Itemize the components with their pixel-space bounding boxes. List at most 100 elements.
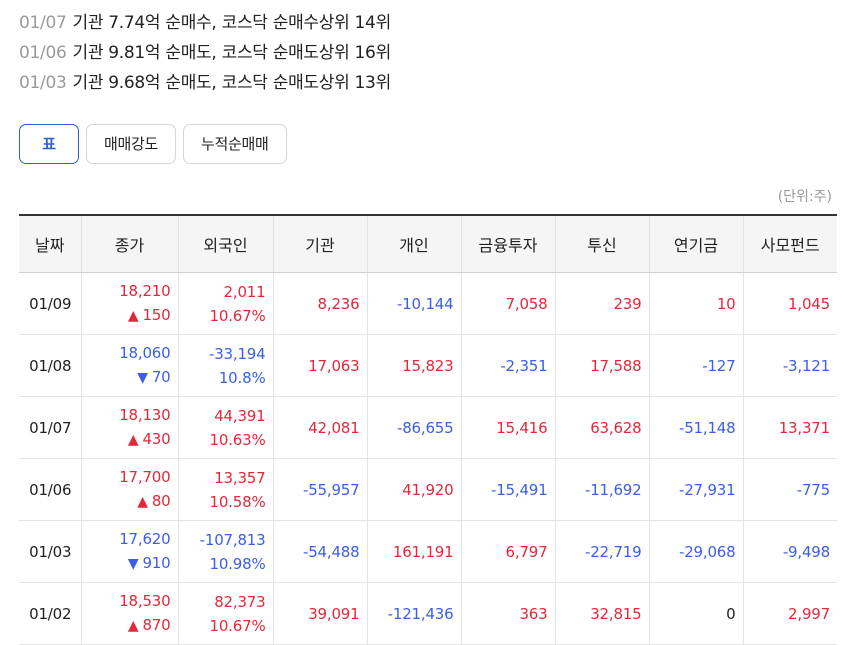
cell-institution: 42,081 [273,396,368,459]
cell-retail: -121,436 [367,582,462,645]
price-change: ▼ 70 [83,365,170,390]
cell-foreign: 2,011 10.67% [178,272,274,335]
table-row: 01/07 18,130 ▲ 430 44,391 10.63% 42,081 -8… [19,396,837,459]
cell-investment-trust: 32,815 [555,582,650,645]
cell-private-equity: 1,045 [743,272,837,335]
cell-date: 01/09 [19,272,82,335]
change-value: 80 [151,492,171,510]
foreign-net: 44,391 [214,406,266,425]
change-value: 910 [142,554,171,572]
cell-close: 18,210 ▲ 150 [81,272,179,335]
investor-trading-table: 날짜 종가 외국인 기관 개인 금융투자 투신 연기금 사모펀드 01/09 18,210 ▲ 1… [19,214,837,645]
close-price: 17,700 [119,468,171,486]
cell-private-equity: 2,997 [743,582,837,645]
column-institution-header: 기관 [273,214,368,273]
price-change: ▲ 80 [83,489,171,514]
cell-investment-trust: 239 [555,272,650,335]
column-close-header: 종가 [81,214,179,273]
price-change: ▼ 910 [83,551,171,576]
cell-retail: -10,144 [367,272,462,335]
cell-investment-trust: 63,628 [555,396,650,459]
headline-text: 기관 9.81억 순매도, 코스닥 순매도상위 16위 [72,43,392,63]
foreign-net: 82,373 [214,592,266,611]
foreign-net: 2,011 [223,282,266,301]
cell-date: 01/02 [19,582,82,645]
change-value: 150 [142,306,171,324]
column-foreign-header: 외국인 [178,214,274,273]
up-triangle-icon: ▲ [137,494,148,510]
table-header-row: 날짜 종가 외국인 기관 개인 금융투자 투신 연기금 사모펀드 [19,214,837,273]
cell-financial-investment: -2,351 [461,334,556,397]
cell-foreign: -107,813 10.98% [178,520,274,583]
cell-foreign: 44,391 10.63% [178,396,274,459]
cell-financial-investment: 7,058 [461,272,556,335]
price-change: ▲ 870 [83,613,171,638]
cell-financial-investment: 363 [461,582,556,645]
close-price: 17,620 [119,530,171,548]
cell-date: 01/07 [19,396,82,459]
cell-financial-investment: 15,416 [461,396,556,459]
cell-investment-trust: -22,719 [555,520,650,583]
cell-private-equity: 13,371 [743,396,837,459]
tab-trading-intensity[interactable]: 매매강도 [86,124,177,164]
headline-text: 기관 9.68억 순매도, 코스닥 순매도상위 13위 [72,73,392,93]
tab-cumulative-net[interactable]: 누적순매매 [183,124,287,164]
foreign-ownership-ratio: 10.58% [209,492,266,511]
headline-date: 01/03 [19,73,67,93]
foreign-net: -33,194 [209,344,266,363]
foreign-net: -107,813 [199,530,266,549]
cell-retail: 41,920 [367,458,462,521]
cell-retail: -86,655 [367,396,462,459]
headline-date: 01/07 [19,13,67,33]
cell-financial-investment: -15,491 [461,458,556,521]
cell-retail: 161,191 [367,520,462,583]
cell-private-equity: -9,498 [743,520,837,583]
cell-foreign: 13,357 10.58% [178,458,274,521]
cell-pension-fund: 10 [649,272,744,335]
price-change: ▲ 430 [83,427,171,452]
cell-date: 01/08 [19,334,82,397]
headline-item[interactable]: 01/07 기관 7.74억 순매수, 코스닥 순매수상위 14위 [19,8,391,38]
cell-close: 17,620 ▼ 910 [81,520,179,583]
headline-text: 기관 7.74억 순매수, 코스닥 순매수상위 14위 [72,13,392,33]
down-triangle-icon: ▼ [127,556,139,572]
column-financial-investment-header: 금융투자 [461,214,556,273]
price-change: ▲ 150 [83,303,171,328]
up-triangle-icon: ▲ [127,618,139,634]
headline-item[interactable]: 01/06 기관 9.81억 순매도, 코스닥 순매도상위 16위 [19,38,391,68]
change-value: 430 [142,430,171,448]
cell-institution: 17,063 [273,334,368,397]
table-row: 01/08 18,060 ▼ 70 -33,194 10.8% 17,063 15,… [19,334,837,397]
table-row: 01/09 18,210 ▲ 150 2,011 10.67% 8,236 -10,… [19,272,837,335]
cell-foreign: -33,194 10.8% [178,334,274,397]
cell-date: 01/03 [19,520,82,583]
tab-table[interactable]: 표 [19,124,79,164]
change-value: 870 [142,616,171,634]
close-price: 18,060 [119,344,171,362]
table-row: 01/06 17,700 ▲ 80 13,357 10.58% -55,957 41… [19,458,837,521]
table-body: 01/09 18,210 ▲ 150 2,011 10.67% 8,236 -10,… [19,272,837,645]
column-investment-trust-header: 투신 [555,214,650,273]
close-price: 18,210 [119,282,171,300]
table-row: 01/03 17,620 ▼ 910 -107,813 10.98% -54,48… [19,520,837,583]
cell-investment-trust: -11,692 [555,458,650,521]
column-pension-fund-header: 연기금 [649,214,744,273]
cell-institution: -54,488 [273,520,368,583]
cell-pension-fund: -27,931 [649,458,744,521]
headline-item[interactable]: 01/03 기관 9.68억 순매도, 코스닥 순매도상위 13위 [19,68,391,98]
news-headlines: 01/07 기관 7.74억 순매수, 코스닥 순매수상위 14위 01/06 기관… [19,8,391,98]
foreign-ownership-ratio: 10.67% [209,616,266,635]
foreign-ownership-ratio: 10.98% [209,554,266,573]
up-triangle-icon: ▲ [127,308,139,324]
cell-institution: 8,236 [273,272,368,335]
close-price: 18,130 [119,406,171,424]
cell-close: 18,130 ▲ 430 [81,396,179,459]
foreign-ownership-ratio: 10.67% [209,306,266,325]
cell-retail: 15,823 [367,334,462,397]
cell-pension-fund: -29,068 [649,520,744,583]
cell-private-equity: -775 [743,458,837,521]
column-retail-header: 개인 [367,214,462,273]
view-tabs: 표 매매강도 누적순매매 [19,124,287,164]
cell-financial-investment: 6,797 [461,520,556,583]
cell-institution: 39,091 [273,582,368,645]
